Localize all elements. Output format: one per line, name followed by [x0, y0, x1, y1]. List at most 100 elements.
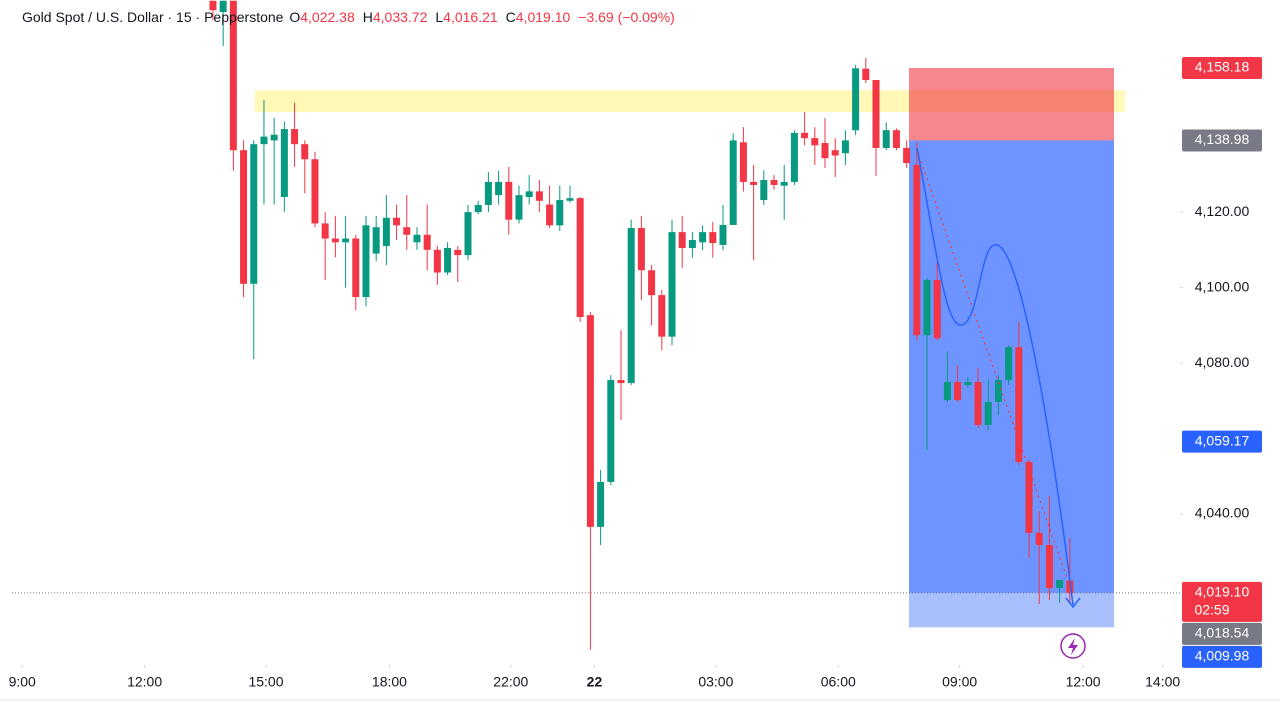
resistance-zone: [255, 90, 1125, 113]
candle-body: [821, 143, 829, 159]
candle-body: [270, 134, 278, 141]
candle-body: [627, 227, 635, 384]
candle-body: [393, 217, 401, 226]
candle-body: [658, 295, 666, 337]
candle-body: [576, 198, 584, 318]
candle-body: [841, 140, 849, 154]
candle-body: [219, 0, 227, 13]
candle-body: [260, 136, 268, 145]
candle-body: [342, 238, 350, 243]
candle-body: [780, 181, 788, 186]
candle-body: [892, 130, 900, 148]
ohlc-key: L: [435, 9, 444, 25]
candle-body: [903, 147, 911, 164]
candle-body: [464, 212, 472, 256]
y-tick-label: 4,040.00: [1195, 505, 1250, 521]
ohlc-key: H: [362, 9, 373, 25]
candle-body: [831, 150, 839, 156]
price-tag-label: 4,009.98: [1195, 648, 1250, 664]
candle-body: [525, 191, 533, 198]
x-tick-label: 22: [587, 674, 603, 690]
price-tag-label: 4,059.17: [1195, 432, 1250, 448]
candle-body: [403, 227, 411, 235]
candle-body: [617, 380, 625, 384]
candle-body: [882, 130, 890, 148]
candle-body: [933, 280, 941, 339]
candle-body: [964, 381, 972, 385]
x-tick-label: 14:00: [1145, 674, 1180, 690]
candle-body: [994, 380, 1002, 402]
alert-bolt: [1068, 638, 1078, 655]
target-remaining: [909, 592, 1114, 628]
candle-body: [984, 401, 992, 425]
price-tag-label: 4,018.54: [1195, 625, 1250, 641]
x-tick-label: 06:00: [821, 674, 856, 690]
candle-body: [229, 0, 237, 151]
y-tick-label: 4,100.00: [1195, 278, 1250, 294]
ohlc-key: O: [289, 9, 301, 25]
candle-body: [719, 224, 727, 245]
candle-body: [954, 381, 962, 401]
candle-body: [372, 227, 380, 254]
candle-body: [321, 223, 329, 239]
candle-body: [729, 140, 737, 225]
candle-body: [352, 238, 360, 298]
candle-body: [943, 381, 951, 401]
candle-body: [648, 270, 656, 296]
candle-body: [699, 232, 707, 243]
countdown: 02:59: [1194, 602, 1229, 618]
candle-body: [688, 240, 696, 248]
candle-body: [484, 181, 492, 205]
candle-body: [913, 164, 921, 336]
candle-body: [444, 247, 452, 273]
candle-body: [801, 132, 809, 139]
price-tag: [1182, 430, 1262, 453]
candle-body: [668, 232, 676, 337]
candle-body: [423, 234, 431, 250]
candle-body: [546, 204, 554, 226]
candle-body: [362, 225, 370, 298]
candle-body: [280, 129, 288, 198]
projection-arrow: [1065, 597, 1081, 609]
symbol-title: Gold Spot / U.S. Dollar · 15 · Peppersto…: [22, 9, 284, 25]
candle-body: [209, 0, 217, 11]
candle-body: [556, 200, 564, 226]
price-tag: [1182, 622, 1262, 645]
candle-body: [1045, 544, 1053, 589]
price-tag: [1182, 57, 1262, 80]
price-tag-label: 4,138.98: [1195, 131, 1250, 147]
candle-body: [1035, 532, 1043, 545]
y-tick-label: 4,080.00: [1195, 354, 1250, 370]
candle-body: [750, 181, 758, 185]
candle-body: [790, 132, 798, 182]
candle-body: [250, 144, 258, 284]
candle-body: [607, 380, 615, 482]
ohlc-value: 4,016.21: [443, 9, 498, 25]
candle-body: [382, 217, 390, 247]
candle-body: [597, 481, 605, 527]
ohlc-value: 4,022.38: [300, 9, 355, 25]
candle-body: [678, 232, 686, 248]
candle-body: [852, 68, 860, 131]
candle-body: [760, 180, 768, 201]
candle-body: [637, 227, 645, 271]
x-tick-label: 12:00: [127, 674, 162, 690]
price-tag: [1182, 581, 1262, 622]
candle-body: [770, 180, 778, 185]
ohlc-value: 4,019.10: [515, 9, 571, 25]
projection-dotted: [916, 149, 1074, 596]
candle-body: [433, 249, 441, 273]
candle-body: [474, 204, 482, 213]
candle-body: [1056, 580, 1064, 589]
candle-body: [495, 181, 503, 196]
x-tick-label: 22:00: [493, 674, 528, 690]
candle-body: [739, 142, 747, 182]
ohlc-value: 4,033.72: [372, 9, 428, 25]
candle-body: [311, 159, 319, 224]
x-tick-label: 09:00: [942, 674, 977, 690]
candle-body: [811, 138, 819, 146]
price-tag: [1182, 645, 1262, 668]
price-tag: [1182, 129, 1262, 152]
